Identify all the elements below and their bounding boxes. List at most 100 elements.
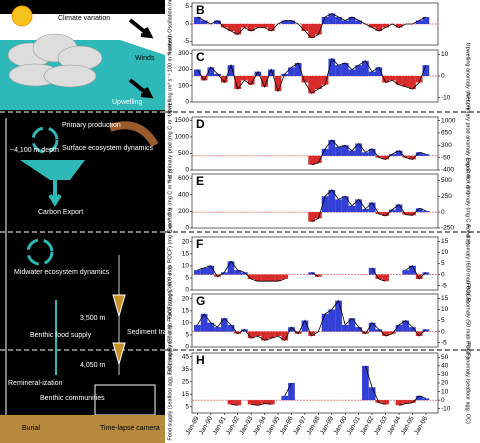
anomaly-bar: [402, 400, 410, 404]
anomaly-bar: [301, 320, 309, 332]
anomaly-bar: [194, 324, 201, 332]
diagram: A Climate variation Winds Upwelling Prim…: [0, 0, 175, 443]
anomaly-bar: [375, 24, 383, 31]
anomaly-bar: [308, 331, 315, 336]
anomaly-bar: [395, 204, 403, 213]
anomaly-bar: [234, 331, 242, 334]
anomaly-bar: [375, 212, 383, 215]
y2-tick-label: 0: [441, 271, 445, 278]
anomaly-bar: [335, 147, 342, 156]
anomaly-bar: [261, 274, 268, 282]
trap: [112, 342, 126, 366]
anomaly-bar: [402, 270, 410, 275]
anomaly-bar: [348, 318, 356, 332]
anomaly-bar: [220, 272, 228, 275]
anomaly-bar: [415, 395, 423, 401]
y-tick-label: 20: [182, 239, 190, 246]
label: 3,500 m: [80, 315, 105, 322]
anomaly-bar: [214, 274, 221, 277]
anomaly-bar: [382, 400, 389, 405]
anomaly-bar: [402, 320, 410, 332]
anomaly-bar: [200, 267, 208, 275]
anomaly-bar: [301, 24, 309, 31]
y-tick-label: 45: [182, 353, 190, 360]
series-line: [311, 139, 427, 166]
export-arrow: [48, 180, 62, 207]
anomaly-bar: [362, 365, 369, 401]
anomaly-bar: [321, 17, 329, 24]
anomaly-bar: [214, 73, 221, 76]
y-tick-label: 500: [178, 150, 189, 157]
label: Benthic food supply: [30, 332, 92, 339]
anomaly-bar: [254, 24, 262, 28]
anomaly-bar: [348, 205, 356, 213]
y2-tick-label: 0: [441, 397, 445, 404]
y-tick-label: 10: [182, 263, 190, 270]
y2-axis-label: Food anomaly (50 mab POCF): [465, 283, 471, 358]
anomaly-bar: [294, 63, 302, 76]
anomaly-bar: [362, 152, 369, 156]
anomaly-bar: [348, 150, 356, 156]
anomaly-bar: [267, 69, 275, 76]
series-line: [197, 13, 427, 39]
y2-tick-label: 10: [441, 249, 449, 256]
export-funnel: [20, 160, 85, 180]
anomaly-bar: [395, 76, 403, 85]
y2-axis-label: Food anomaly (600 mab POCF): [465, 224, 471, 302]
upwelling-arrow: [108, 121, 159, 148]
y-tick-label: 5: [185, 403, 189, 410]
sun: [11, 5, 33, 27]
anomaly-bar: [402, 155, 410, 158]
y-tick-label: 200: [178, 208, 189, 215]
anomaly-bar: [254, 400, 262, 406]
wind-arrow: [128, 18, 154, 39]
anomaly-bar: [241, 76, 248, 81]
anomaly-bar: [415, 152, 423, 156]
anomaly-bar: [247, 400, 255, 405]
y2-tick-label: 50: [441, 354, 449, 361]
anomaly-bar: [321, 196, 329, 213]
anomaly-bar: [341, 20, 349, 24]
anomaly-bar: [362, 331, 369, 334]
anomaly-bar: [220, 318, 228, 332]
anomaly-bar: [409, 155, 416, 160]
anomaly-bar: [341, 324, 349, 332]
y2-tick-label: 250: [441, 193, 452, 200]
anomaly-bar: [422, 65, 430, 76]
anomaly-bar: [335, 17, 342, 24]
label: Surface ecosystem dynamics: [62, 145, 154, 152]
anomaly-bar: [207, 322, 215, 332]
y2-tick-label: 500: [441, 177, 452, 184]
anomaly-bar: [247, 76, 255, 85]
label: Winds: [135, 55, 155, 62]
label: Burial: [22, 425, 40, 432]
anomaly-bar: [247, 331, 255, 339]
anomaly-bar: [220, 24, 228, 28]
anomaly-bar: [200, 20, 208, 24]
anomaly-bar: [335, 65, 342, 76]
anomaly-bar: [281, 274, 289, 279]
y-tick-label: 15: [182, 251, 190, 258]
series-line: [230, 365, 427, 406]
anomaly-bar: [368, 387, 376, 401]
anomaly-bar: [261, 400, 268, 404]
anomaly-bar: [328, 13, 336, 24]
anomaly-bar: [375, 155, 383, 158]
anomaly-bar: [288, 327, 295, 332]
y-tick-label: 0: [185, 287, 189, 294]
y2-tick-label: 0: [441, 209, 445, 216]
y2-tick-label: 20: [441, 380, 449, 387]
y2-tick-label: 40: [441, 363, 449, 370]
panel-letter: H: [196, 353, 205, 367]
anomaly-bar: [415, 274, 423, 279]
anomaly-bar: [281, 331, 289, 341]
anomaly-bar: [315, 76, 322, 89]
label: Remineral-ization: [8, 380, 63, 387]
anomaly-bar: [288, 67, 295, 76]
anomaly-bar: [261, 24, 268, 28]
label: Benthic communities: [40, 395, 105, 402]
label: Upwelling: [112, 99, 142, 106]
y2-tick-label: 5: [441, 260, 445, 267]
anomaly-bar: [395, 150, 403, 156]
anomaly-bar: [220, 76, 228, 83]
